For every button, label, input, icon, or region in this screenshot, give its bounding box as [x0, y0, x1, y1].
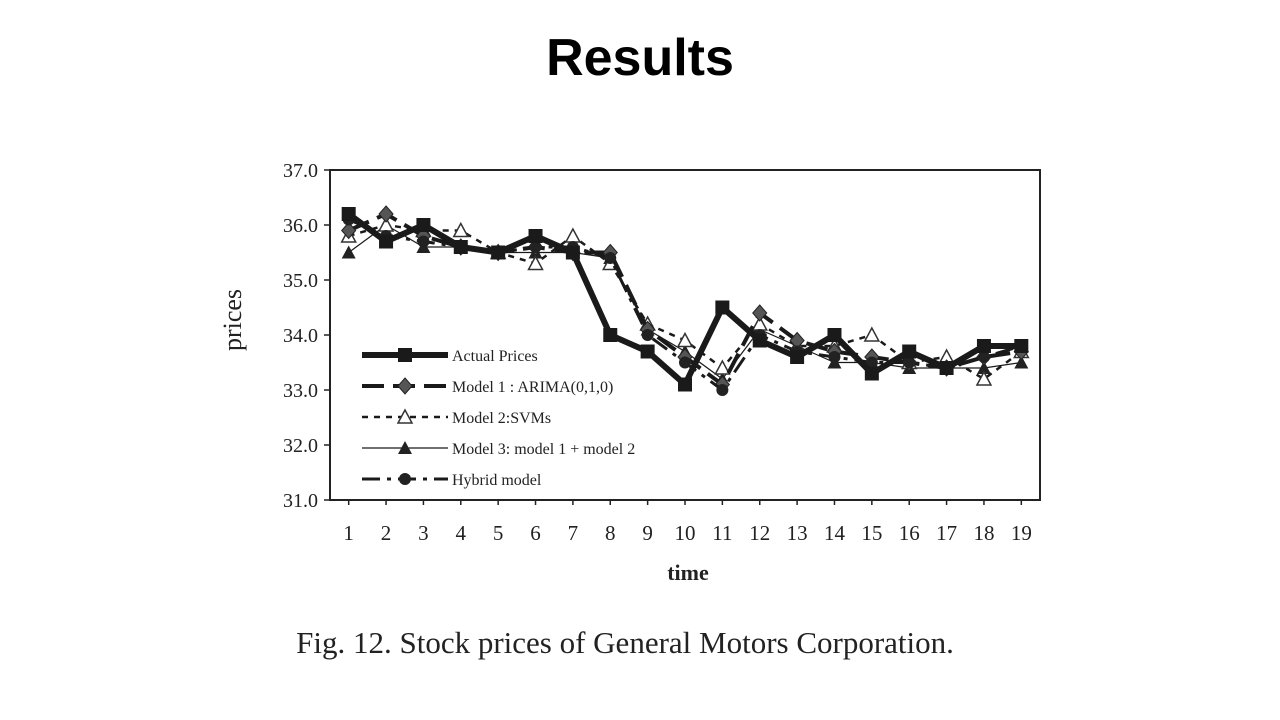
x-tick-label: 12	[749, 521, 770, 545]
x-axis-ticks: 1 2 3 4 5 6 7 8 9 10 11 12 13 14 15 16 17 18 19	[343, 500, 1032, 545]
data-point	[527, 254, 544, 271]
data-point	[678, 377, 692, 392]
x-tick-label: 19	[1011, 521, 1032, 545]
series-group	[340, 205, 1030, 396]
legend-entry: Hybrid model	[362, 472, 542, 489]
y-axis-ticks: 31.0 32.0 33.0 34.0 35.0 36.0 37.0	[283, 160, 330, 512]
figure-caption: Fig. 12. Stock prices of General Motors …	[296, 625, 954, 660]
data-point	[452, 221, 470, 238]
y-tick-label: 37.0	[283, 160, 318, 182]
data-point	[565, 245, 580, 260]
data-point	[975, 370, 993, 386]
x-tick-label: 18	[973, 521, 994, 545]
x-tick-label: 11	[712, 521, 732, 545]
y-tick-label: 34.0	[283, 325, 318, 347]
x-tick-label: 3	[418, 521, 429, 545]
x-tick-label: 4	[456, 521, 467, 545]
x-tick-label: 16	[899, 521, 920, 545]
legend-label: Hybrid model	[452, 472, 542, 489]
y-tick-label: 35.0	[283, 270, 318, 292]
x-tick-label: 10	[675, 521, 696, 545]
legend: Actual Prices Model 1 : ARIMA(0,1,0) Model…	[362, 348, 635, 489]
data-point	[977, 351, 990, 363]
data-point	[752, 333, 767, 348]
data-point	[379, 234, 394, 249]
legend-swatch-marker	[398, 348, 412, 362]
legend-entry: Model 3: model 1 + model 2	[362, 441, 635, 458]
legend-label: Model 3: model 1 + model 2	[452, 441, 635, 458]
legend-swatch-marker	[399, 473, 411, 485]
data-point	[378, 205, 394, 223]
data-point	[491, 245, 506, 260]
data-point	[716, 384, 729, 396]
legend-label: Model 2:SVMs	[452, 410, 551, 427]
legend-swatch-marker	[397, 377, 413, 395]
legend-label: Actual Prices	[452, 348, 538, 365]
data-point	[976, 361, 991, 374]
x-tick-label: 15	[861, 521, 882, 545]
data-point	[1014, 355, 1029, 369]
data-point	[676, 331, 694, 348]
data-point	[828, 351, 841, 363]
data-point	[417, 235, 430, 248]
x-tick-label: 8	[605, 521, 616, 545]
y-tick-label: 32.0	[283, 435, 318, 457]
legend-swatch-marker	[396, 408, 414, 424]
data-point	[827, 328, 842, 342]
data-point	[1014, 339, 1029, 353]
y-axis-label: prices	[218, 289, 247, 351]
legend-entry: Model 1 : ARIMA(0,1,0)	[362, 377, 613, 396]
data-point	[341, 221, 357, 240]
x-tick-label: 6	[530, 521, 541, 545]
x-tick-label: 2	[381, 521, 392, 545]
x-tick-label: 7	[568, 521, 579, 545]
data-point	[865, 356, 878, 369]
legend-swatch-marker	[398, 441, 412, 454]
data-point	[902, 344, 917, 359]
x-tick-label: 13	[787, 521, 808, 545]
x-tick-label: 5	[493, 521, 504, 545]
data-point	[863, 326, 881, 342]
x-tick-label: 17	[936, 521, 957, 545]
data-point	[752, 304, 768, 322]
x-tick-label: 9	[642, 521, 653, 545]
data-point	[790, 350, 805, 364]
data-point	[679, 356, 691, 369]
data-point	[976, 339, 991, 353]
y-tick-label: 33.0	[283, 380, 318, 402]
data-point	[864, 366, 879, 381]
data-point	[528, 229, 543, 243]
data-point	[603, 328, 618, 342]
stock-price-chart: 31.032.033.034.035.036.037.0 1 2 3 4 5 6 7 8 9 10…	[218, 160, 1041, 585]
x-tick-label: 1	[343, 521, 354, 545]
data-point	[453, 240, 468, 254]
series-1	[341, 207, 1029, 392]
slide-title: Results	[546, 29, 734, 87]
data-point	[416, 218, 431, 232]
data-point	[341, 207, 356, 221]
data-point	[529, 241, 542, 253]
data-point	[604, 252, 617, 264]
data-point	[640, 344, 655, 359]
x-axis-label: time	[667, 560, 709, 585]
data-point	[715, 300, 730, 315]
legend-entry: Model 2:SVMs	[362, 408, 551, 427]
data-point	[939, 361, 954, 375]
data-point	[641, 329, 654, 341]
x-tick-label: 14	[824, 521, 846, 545]
data-point	[714, 359, 731, 375]
y-tick-label: 31.0	[283, 490, 318, 512]
y-tick-label: 36.0	[283, 215, 318, 237]
data-point	[341, 245, 356, 259]
legend-label: Model 1 : ARIMA(0,1,0)	[452, 379, 613, 396]
data-point	[903, 356, 916, 369]
legend-entry: Actual Prices	[362, 348, 538, 365]
